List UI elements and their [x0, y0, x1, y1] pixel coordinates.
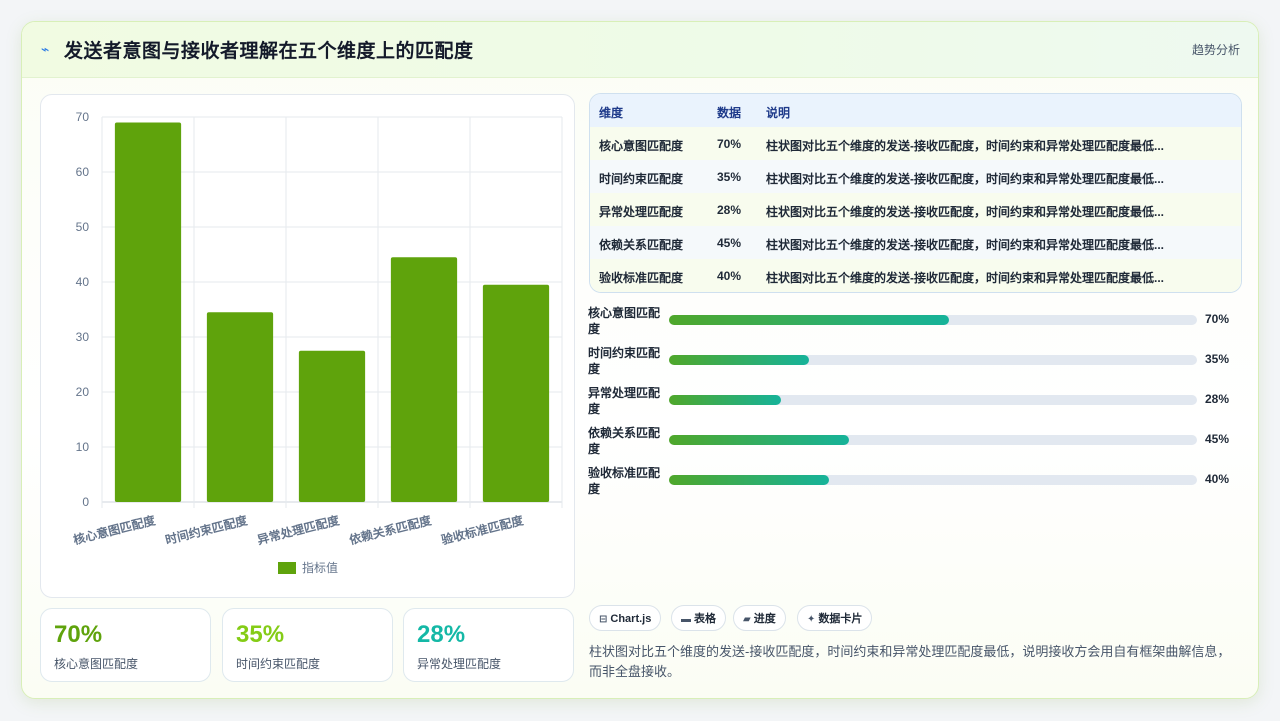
table-cell-value: 28%	[717, 203, 742, 217]
progress-label: 核心意图匹配度	[588, 306, 661, 336]
progress-item: 时间约束匹配度 35%	[588, 345, 1238, 381]
table-cell-value: 35%	[717, 170, 742, 184]
chip-data-cards[interactable]: ✦ 数据卡片	[797, 605, 873, 631]
table-row: 核心意图匹配度 70% 柱状图对比五个维度的发送-接收匹配度，时间约束和异常处理…	[590, 127, 1241, 161]
table-icon: ▬	[681, 614, 691, 625]
stat-label: 异常处理匹配度	[417, 657, 502, 671]
bar-chart-svg: 0 10 20 30 40 50 60 70 核心意图匹配度 时间约束匹配度 异常处理匹配度 依赖关系…	[72, 110, 563, 575]
bar	[114, 122, 182, 502]
chip-progress[interactable]: ▰ 进度	[733, 605, 786, 631]
table-row: 依赖关系匹配度 45% 柱状图对比五个维度的发送-接收匹配度，时间约束和异常处理…	[590, 226, 1241, 260]
stat-value: 28%	[417, 621, 466, 648]
progress-value: 40%	[1205, 472, 1230, 486]
progress-fill	[669, 435, 850, 445]
progress-fill	[669, 355, 809, 365]
chip-chartjs[interactable]: ⊟ Chart.js	[589, 605, 662, 631]
table-cell-dimension: 依赖关系匹配度	[599, 238, 684, 252]
progress-label: 异常处理匹配度	[588, 386, 661, 416]
stat-card-time-constraint: 35% 时间约束匹配度	[222, 608, 393, 682]
column-header: 说明	[766, 106, 791, 120]
x-tick-label: 验收标准匹配度	[440, 512, 526, 547]
progress-item: 验收标准匹配度 40%	[588, 465, 1238, 501]
bar	[482, 284, 550, 502]
bar	[390, 257, 458, 502]
progress-fill	[669, 315, 949, 325]
table-cell-dimension: 异常处理匹配度	[599, 205, 684, 219]
progress-item: 依赖关系匹配度 45%	[588, 425, 1238, 461]
table-cell-description: 柱状图对比五个维度的发送-接收匹配度，时间约束和异常处理匹配度最低...	[766, 205, 1165, 219]
bar	[298, 350, 366, 502]
table-cell-value: 40%	[717, 269, 742, 283]
page-title: 发送者意图与接收者理解在五个维度上的匹配度	[64, 41, 474, 62]
table-cell-dimension: 验收标准匹配度	[599, 271, 684, 285]
x-tick-label: 时间约束匹配度	[164, 512, 250, 547]
y-tick-label: 50	[76, 220, 90, 234]
progress-value: 35%	[1205, 352, 1230, 366]
x-tick-label: 异常处理匹配度	[256, 512, 342, 547]
dashboard-card: ⌁ 发送者意图与接收者理解在五个维度上的匹配度 趋势分析 0 10 20 30 40 50…	[21, 21, 1259, 699]
bar	[206, 312, 274, 502]
stat-card-core-intent: 70% 核心意图匹配度	[40, 608, 211, 682]
summary-text: 柱状图对比五个维度的发送-接收匹配度，时间约束和异常处理匹配度最低，说明接收方会…	[589, 644, 1231, 679]
chart-icon: ⊟	[599, 614, 608, 625]
bar-chart: 0 10 20 30 40 50 60 70 核心意图匹配度 时间约束匹配度 异常处理匹配度 依赖关系…	[40, 94, 575, 598]
table-cell-description: 柱状图对比五个维度的发送-接收匹配度，时间约束和异常处理匹配度最低...	[766, 139, 1165, 153]
table-cell-dimension: 核心意图匹配度	[599, 139, 684, 153]
progress-label: 依赖关系匹配度	[588, 426, 661, 456]
chip-label: 进度	[753, 613, 776, 625]
table-row: 时间约束匹配度 35% 柱状图对比五个维度的发送-接收匹配度，时间约束和异常处理…	[590, 160, 1241, 194]
bolt-icon: ⌁	[41, 41, 50, 57]
stat-value: 35%	[236, 621, 285, 648]
progress-icon: ▰	[743, 614, 751, 625]
data-table: 维度 数据 说明 核心意图匹配度 70% 柱状图对比五个维度的发送-接收匹配度，…	[589, 93, 1242, 293]
progress-track	[669, 435, 1197, 445]
legend-label: 指标值	[302, 560, 338, 575]
progress-value: 28%	[1205, 392, 1230, 406]
progress-value: 45%	[1205, 432, 1230, 446]
table-cell-value: 70%	[717, 137, 742, 151]
table-row: 异常处理匹配度 28% 柱状图对比五个维度的发送-接收匹配度，时间约束和异常处理…	[590, 193, 1241, 227]
table-cell-dimension: 时间约束匹配度	[599, 172, 684, 186]
table-cell-description: 柱状图对比五个维度的发送-接收匹配度，时间约束和异常处理匹配度最低...	[766, 271, 1165, 285]
chip-table[interactable]: ▬ 表格	[671, 605, 726, 631]
x-tick-label: 核心意图匹配度	[72, 512, 158, 547]
progress-fill	[669, 475, 829, 485]
y-tick-label: 0	[82, 495, 89, 509]
progress-track	[669, 475, 1197, 485]
progress-track	[669, 395, 1197, 405]
progress-fill	[669, 395, 781, 405]
chip-label: 表格	[694, 613, 716, 625]
x-tick-label: 依赖关系匹配度	[348, 512, 434, 547]
y-tick-label: 70	[76, 110, 90, 124]
table-cell-description: 柱状图对比五个维度的发送-接收匹配度，时间约束和异常处理匹配度最低...	[766, 172, 1165, 186]
y-tick-label: 40	[76, 275, 90, 289]
y-tick-label: 30	[76, 330, 90, 344]
progress-value: 70%	[1205, 312, 1230, 326]
progress-track	[669, 355, 1197, 365]
stat-value: 70%	[54, 621, 103, 648]
trend-tag: 趋势分析	[1191, 43, 1240, 57]
column-header: 维度	[599, 106, 624, 120]
y-tick-label: 20	[76, 385, 90, 399]
progress-label: 时间约束匹配度	[588, 346, 661, 376]
table-cell-value: 45%	[717, 236, 742, 250]
card-header: ⌁ 发送者意图与接收者理解在五个维度上的匹配度 趋势分析	[22, 22, 1258, 78]
stat-label: 时间约束匹配度	[236, 657, 321, 671]
stat-label: 核心意图匹配度	[54, 657, 139, 671]
legend-swatch	[278, 562, 296, 574]
y-tick-label: 60	[76, 165, 90, 179]
progress-item: 异常处理匹配度 28%	[588, 385, 1238, 421]
progress-label: 验收标准匹配度	[588, 466, 661, 496]
table-header-row: 维度 数据 说明	[590, 94, 1241, 128]
progress-track	[669, 315, 1197, 325]
table-cell-description: 柱状图对比五个维度的发送-接收匹配度，时间约束和异常处理匹配度最低...	[766, 238, 1165, 252]
y-tick-label: 10	[76, 440, 90, 454]
progress-item: 核心意图匹配度 70%	[588, 305, 1238, 341]
chip-label: Chart.js	[610, 613, 652, 625]
stat-card-exception: 28% 异常处理匹配度	[403, 608, 574, 682]
table-row: 验收标准匹配度 40% 柱状图对比五个维度的发送-接收匹配度，时间约束和异常处理…	[590, 259, 1241, 292]
column-header: 数据	[717, 106, 742, 120]
chip-label: 数据卡片	[818, 613, 863, 625]
sparkle-icon: ✦	[807, 614, 816, 625]
